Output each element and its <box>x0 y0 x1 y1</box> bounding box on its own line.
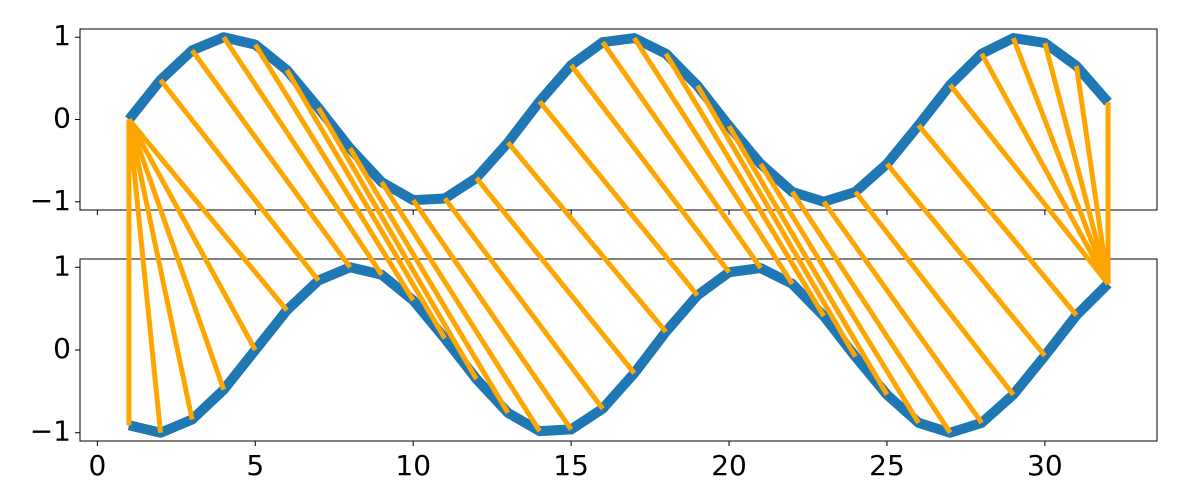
line <box>127 262 1112 438</box>
connection <box>600 40 763 270</box>
y-tick-label: 0 <box>53 332 71 365</box>
connection <box>663 52 826 318</box>
connection <box>411 198 574 431</box>
connection <box>126 118 195 421</box>
connection <box>126 119 164 433</box>
y-tick-label: 0 <box>53 102 71 135</box>
connection <box>284 68 447 340</box>
connection <box>158 78 321 283</box>
y-tick-label: −1 <box>30 184 71 217</box>
connection <box>126 118 227 391</box>
connection <box>1042 42 1111 285</box>
connection <box>821 200 984 425</box>
y-tick-label: 1 <box>53 249 71 282</box>
y-tick-label: 1 <box>53 19 71 52</box>
connection <box>1010 37 1111 285</box>
connection <box>885 162 1047 358</box>
x-tick-label: 5 <box>246 449 264 482</box>
connection <box>695 84 858 358</box>
connection <box>474 176 637 375</box>
connection <box>1073 65 1111 285</box>
connection <box>632 36 795 286</box>
x-tick-label: 15 <box>553 449 589 482</box>
connection <box>569 63 732 274</box>
connection <box>379 180 542 433</box>
connection <box>253 43 416 302</box>
connection <box>126 118 258 352</box>
connection <box>537 99 700 297</box>
connection <box>442 196 605 411</box>
connection <box>916 123 1079 317</box>
connection <box>758 162 921 425</box>
connection <box>190 48 353 269</box>
connection <box>979 52 1111 286</box>
connection <box>347 147 511 415</box>
connection <box>726 124 890 396</box>
x-tick-label: 20 <box>711 449 747 482</box>
connection <box>316 106 479 381</box>
y-tick-label: −1 <box>30 415 71 448</box>
connection <box>221 35 384 277</box>
x-tick-label: 10 <box>395 449 431 482</box>
x-tick-label: 30 <box>1027 449 1063 482</box>
x-tick-label: 0 <box>88 449 106 482</box>
connection <box>506 140 668 334</box>
connection <box>948 83 1111 286</box>
connection <box>790 190 953 435</box>
connection <box>853 190 1016 397</box>
x-tick-label: 25 <box>869 449 905 482</box>
connection <box>127 117 289 312</box>
